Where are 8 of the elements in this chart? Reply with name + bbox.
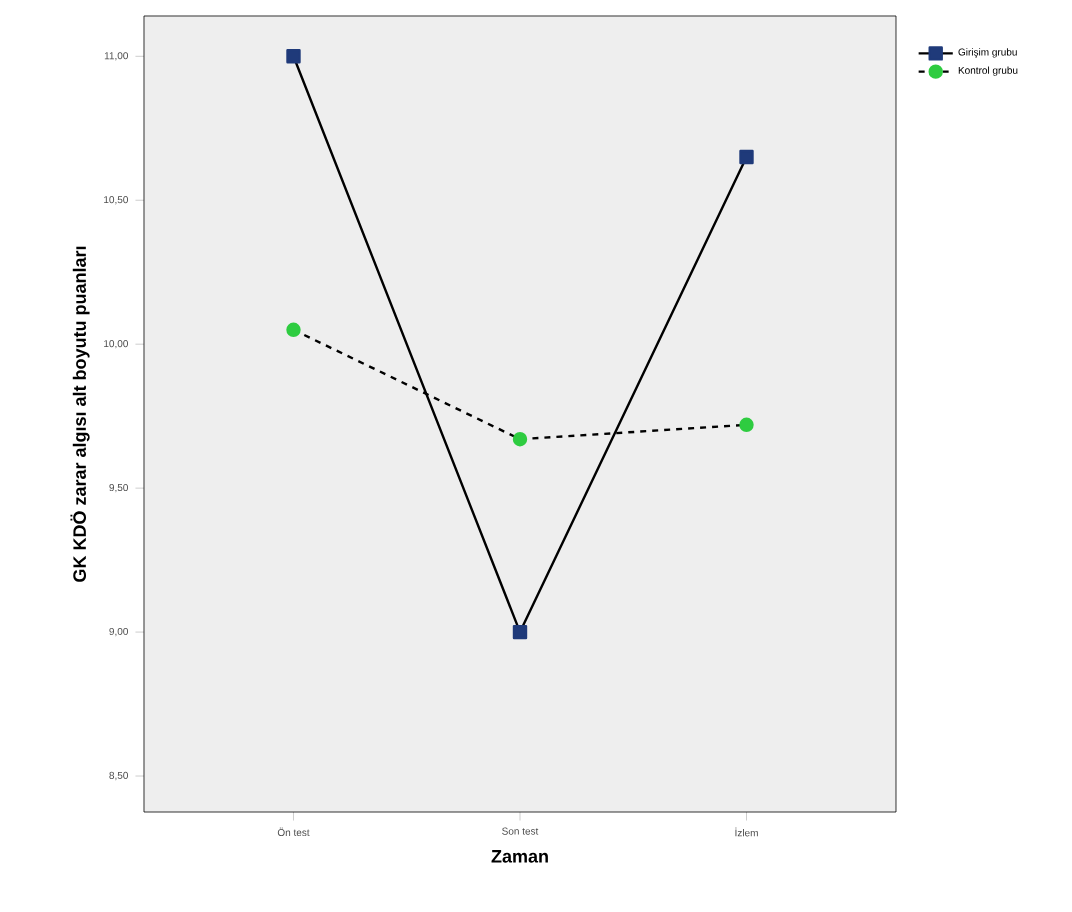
point [739,149,754,165]
point [739,417,754,432]
point [512,431,528,447]
point [512,624,528,640]
point [286,322,301,337]
y-axis-title: GK KDÖ zarar algısı alt boyutu puanları [70,246,90,582]
x-axis-title: Zaman [491,850,548,863]
point [286,49,301,64]
